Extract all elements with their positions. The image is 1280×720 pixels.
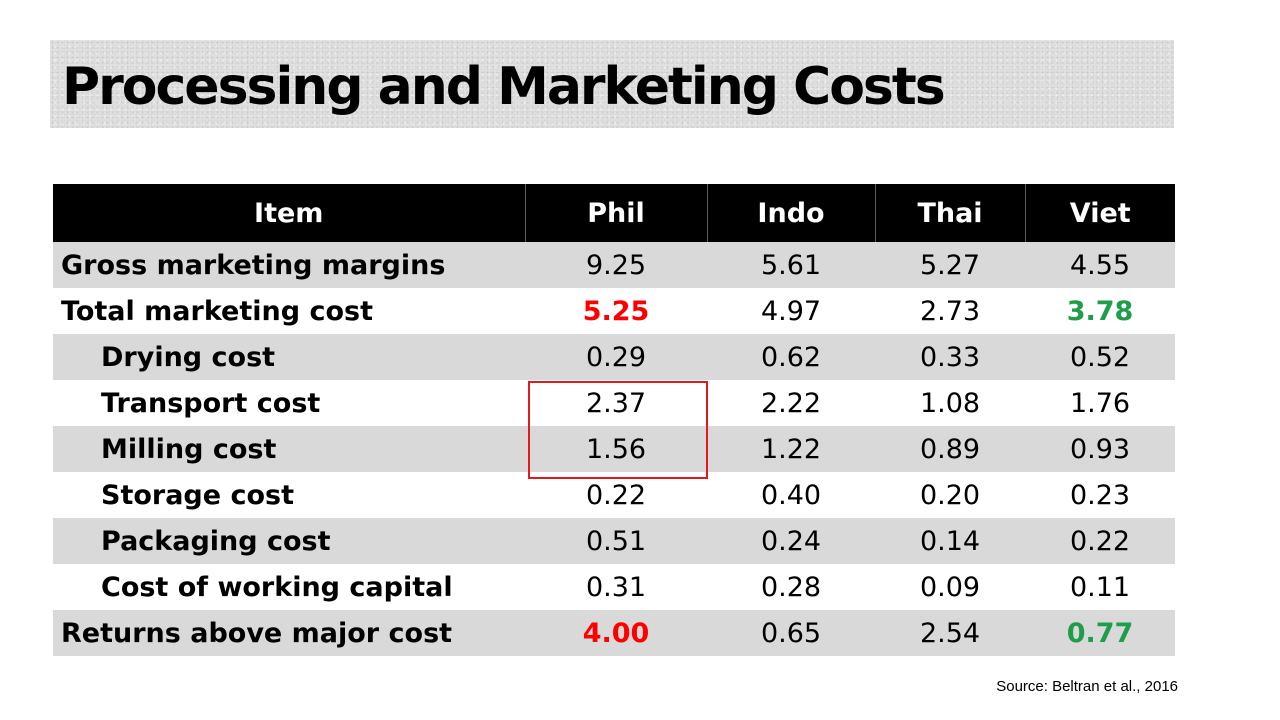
cell-thai: 0.89 xyxy=(875,426,1025,472)
header-thai: Thai xyxy=(874,184,1025,242)
header-viet: Viet xyxy=(1024,184,1175,242)
cell-indo: 2.22 xyxy=(707,380,875,426)
cell-thai: 2.73 xyxy=(875,288,1025,334)
row-label: Storage cost xyxy=(53,472,525,518)
cell-viet: 0.11 xyxy=(1025,564,1175,610)
table-row: Drying cost 0.29 0.62 0.33 0.52 xyxy=(53,334,1175,380)
cell-phil: 2.37 xyxy=(525,380,707,426)
row-label: Milling cost xyxy=(53,426,525,472)
cell-indo: 1.22 xyxy=(707,426,875,472)
cell-viet: 0.52 xyxy=(1025,334,1175,380)
row-label: Packaging cost xyxy=(53,518,525,564)
slide-title: Processing and Marketing Costs xyxy=(62,57,946,117)
cell-phil: 5.25 xyxy=(525,288,707,334)
cell-phil: 0.29 xyxy=(525,334,707,380)
table-header-row: Item Phil Indo Thai Viet xyxy=(53,184,1175,242)
cell-phil: 4.00 xyxy=(525,610,707,656)
source-citation: Source: Beltran et al., 2016 xyxy=(996,678,1178,695)
cell-viet: 1.76 xyxy=(1025,380,1175,426)
cell-viet: 0.93 xyxy=(1025,426,1175,472)
row-label: Transport cost xyxy=(53,380,525,426)
cell-indo: 5.61 xyxy=(707,242,875,288)
header-phil: Phil xyxy=(524,184,707,242)
table-row: Packaging cost 0.51 0.24 0.14 0.22 xyxy=(53,518,1175,564)
row-label: Gross marketing margins xyxy=(53,242,525,288)
cell-indo: 0.62 xyxy=(707,334,875,380)
row-label: Returns above major cost xyxy=(53,610,525,656)
cell-thai: 5.27 xyxy=(875,242,1025,288)
header-item: Item xyxy=(53,184,525,242)
cell-thai: 1.08 xyxy=(875,380,1025,426)
table-row: Milling cost 1.56 1.22 0.89 0.93 xyxy=(53,426,1175,472)
cell-thai: 0.33 xyxy=(875,334,1025,380)
cell-thai: 0.14 xyxy=(875,518,1025,564)
cell-phil: 0.51 xyxy=(525,518,707,564)
row-label: Total marketing cost xyxy=(53,288,525,334)
cell-viet: 3.78 xyxy=(1025,288,1175,334)
row-label: Cost of working capital xyxy=(53,564,525,610)
cell-phil: 9.25 xyxy=(525,242,707,288)
cell-viet: 0.22 xyxy=(1025,518,1175,564)
cell-indo: 4.97 xyxy=(707,288,875,334)
cell-indo: 0.40 xyxy=(707,472,875,518)
cell-viet: 4.55 xyxy=(1025,242,1175,288)
title-background xyxy=(50,40,1174,128)
cell-thai: 0.09 xyxy=(875,564,1025,610)
cell-indo: 0.24 xyxy=(707,518,875,564)
cell-indo: 0.28 xyxy=(707,564,875,610)
cell-thai: 0.20 xyxy=(875,472,1025,518)
header-indo: Indo xyxy=(706,184,875,242)
cell-phil: 0.31 xyxy=(525,564,707,610)
costs-table: Item Phil Indo Thai Viet Gross marketing… xyxy=(53,184,1175,656)
cell-phil: 1.56 xyxy=(525,426,707,472)
table-row: Transport cost 2.37 2.22 1.08 1.76 xyxy=(53,380,1175,426)
cell-indo: 0.65 xyxy=(707,610,875,656)
row-label: Drying cost xyxy=(53,334,525,380)
cell-viet: 0.77 xyxy=(1025,610,1175,656)
cell-viet: 0.23 xyxy=(1025,472,1175,518)
cell-thai: 2.54 xyxy=(875,610,1025,656)
table-row: Total marketing cost 5.25 4.97 2.73 3.78 xyxy=(53,288,1175,334)
table-row: Storage cost 0.22 0.40 0.20 0.23 xyxy=(53,472,1175,518)
table-row: Gross marketing margins 9.25 5.61 5.27 4… xyxy=(53,242,1175,288)
table-row: Cost of working capital 0.31 0.28 0.09 0… xyxy=(53,564,1175,610)
table-row: Returns above major cost 4.00 0.65 2.54 … xyxy=(53,610,1175,656)
cell-phil: 0.22 xyxy=(525,472,707,518)
